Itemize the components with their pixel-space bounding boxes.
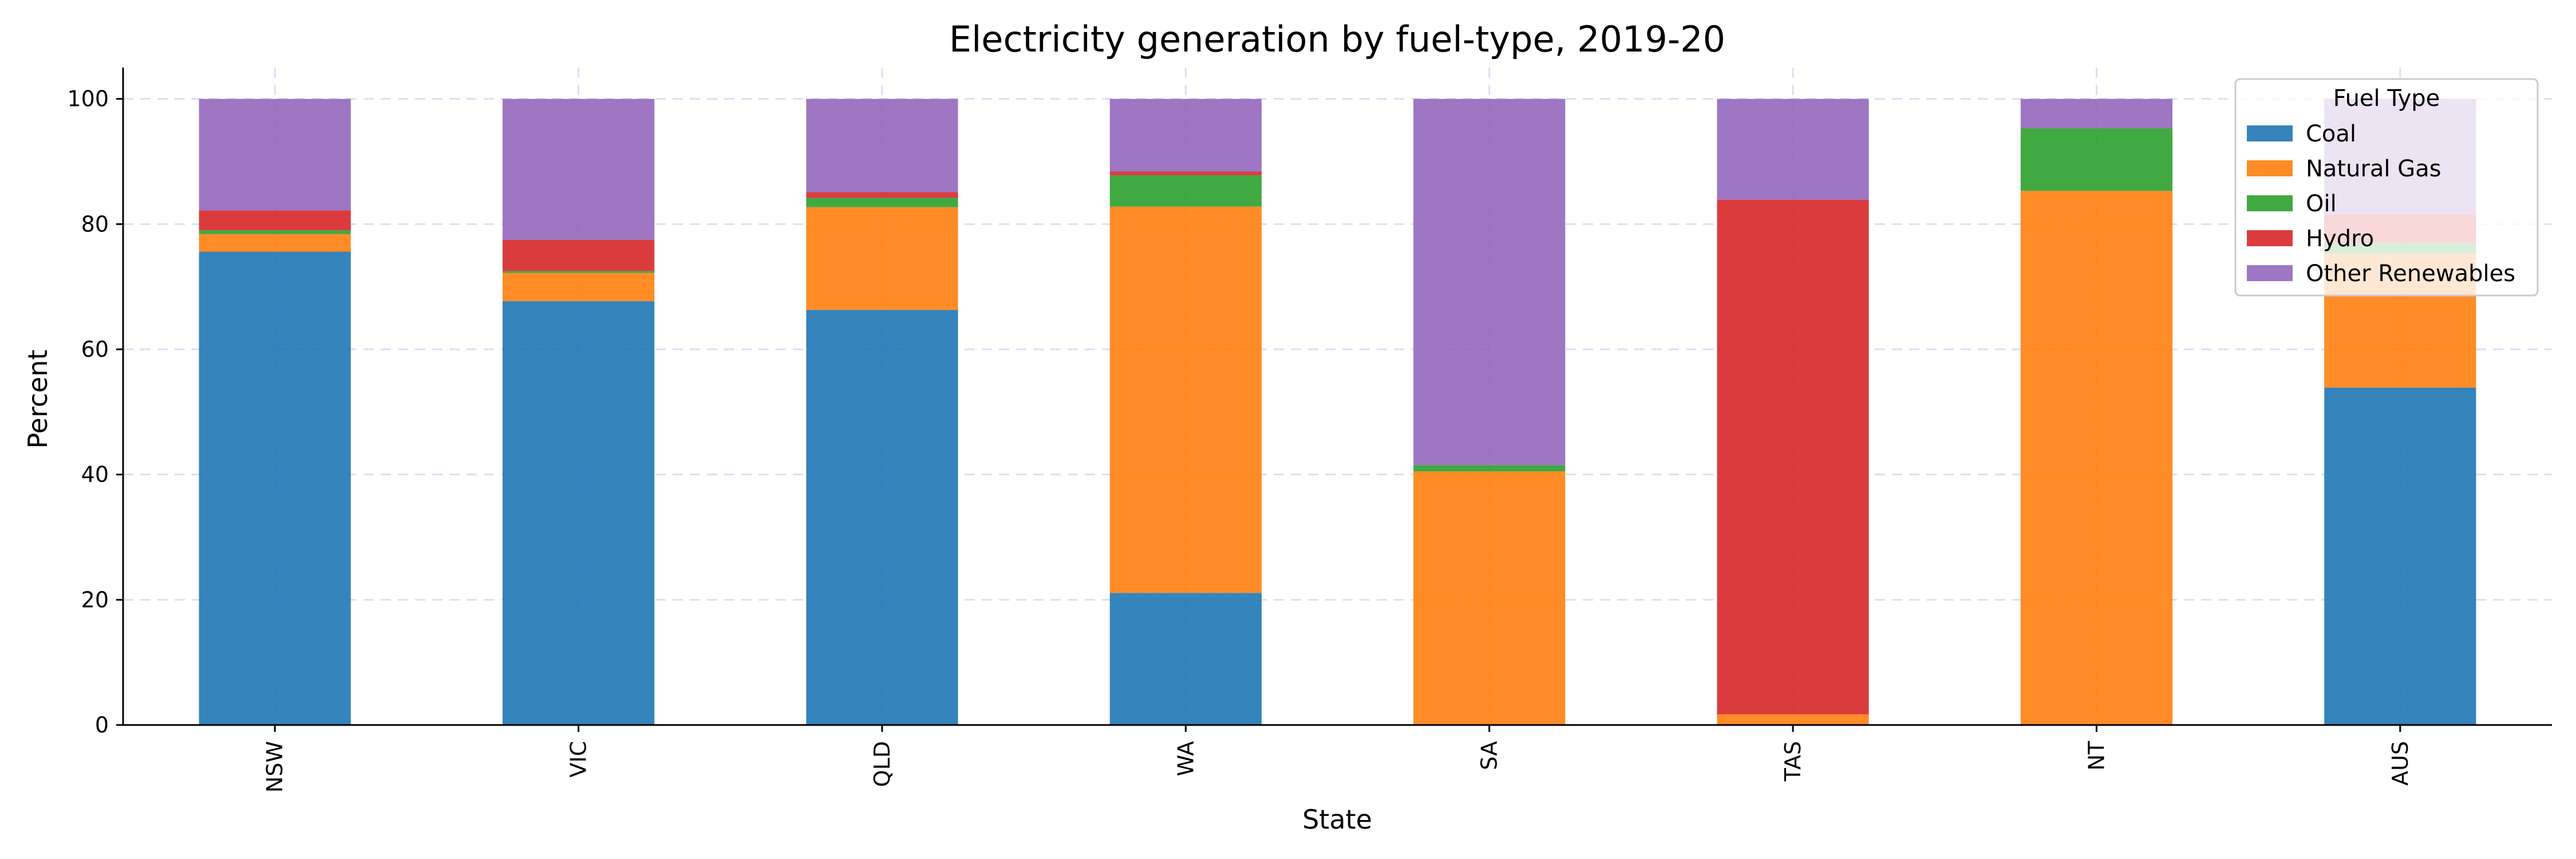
bar-segment-wa-natural-gas xyxy=(1109,206,1262,593)
legend-title: Fuel Type xyxy=(2333,85,2440,112)
bar-segment-nt-other-renewables xyxy=(2020,98,2173,129)
legend-swatch xyxy=(2247,230,2293,246)
bar-segment-nsw-natural-gas xyxy=(199,234,351,252)
x-tick-label: WA xyxy=(1173,741,1198,777)
x-tick-label: AUS xyxy=(2388,741,2413,786)
bar-segment-nsw-hydro xyxy=(199,210,351,231)
bar-segment-vic-oil xyxy=(502,271,655,273)
y-tick-label: 100 xyxy=(67,86,109,112)
bar-segment-wa-other-renewables xyxy=(1109,98,1262,172)
bar-segment-qld-oil xyxy=(806,198,958,207)
x-axis-label: State xyxy=(1302,804,1372,835)
legend-label: Hydro xyxy=(2306,226,2374,252)
bar-segment-nt-oil xyxy=(2020,128,2173,191)
x-tick-label: SA xyxy=(1477,741,1502,770)
x-tick-label: TAS xyxy=(1780,741,1805,782)
bar-segment-nt-natural-gas xyxy=(2020,191,2173,725)
y-tick-label: 0 xyxy=(95,712,109,738)
bar-segment-qld-coal xyxy=(806,310,958,725)
bar-segment-tas-other-renewables xyxy=(1717,98,1869,200)
x-tick-label: QLD xyxy=(870,741,895,787)
bar-segment-vic-coal xyxy=(502,301,655,725)
y-tick-label: 40 xyxy=(81,462,109,487)
x-tick-label: VIC xyxy=(566,741,591,778)
y-axis-label: Percent xyxy=(22,349,53,448)
legend-label: Coal xyxy=(2306,121,2356,147)
bar-segment-sa-oil xyxy=(1413,465,1566,472)
bar-segment-aus-coal xyxy=(2324,387,2476,725)
legend-label: Oil xyxy=(2306,191,2337,217)
bar-segment-nsw-oil xyxy=(199,230,351,234)
y-tick-label: 80 xyxy=(81,211,109,237)
legend-label: Other Renewables xyxy=(2306,261,2515,287)
legend-label: Natural Gas xyxy=(2306,156,2441,182)
bar-segment-vic-hydro xyxy=(502,239,655,271)
bar-segment-tas-hydro xyxy=(1717,199,1869,715)
y-tick-label: 20 xyxy=(81,587,109,612)
bar-segment-wa-hydro xyxy=(1109,171,1262,176)
legend-swatch xyxy=(2247,265,2293,281)
bar-segment-tas-natural-gas xyxy=(1717,714,1869,725)
bar-segment-qld-natural-gas xyxy=(806,207,958,310)
bar-segment-nsw-other-renewables xyxy=(199,98,351,211)
bar-segment-qld-hydro xyxy=(806,192,958,198)
bar-segment-wa-coal xyxy=(1109,593,1262,725)
bar-segment-vic-natural-gas xyxy=(502,273,655,301)
bar-segment-nsw-coal xyxy=(199,251,351,725)
bar-segment-wa-oil xyxy=(1109,175,1262,207)
legend-swatch xyxy=(2247,125,2293,141)
legend-swatch xyxy=(2247,195,2293,211)
bar-segment-qld-other-renewables xyxy=(806,98,958,192)
chart-title: Electricity generation by fuel-type, 201… xyxy=(949,18,1725,60)
y-tick-label: 60 xyxy=(81,337,109,362)
axes: 0 20 40 60 80 100 NSW VIC QLD WA SA TAS NT AUS xyxy=(67,68,2552,793)
legend: Fuel Type Coal Natural Gas Oil Hydro Other Re… xyxy=(2234,78,2539,297)
bar-segment-sa-natural-gas xyxy=(1413,471,1566,725)
bar-segment-sa-other-renewables xyxy=(1413,98,1566,466)
legend-box xyxy=(2234,78,2539,297)
bars xyxy=(199,98,2476,725)
x-tick-label: NSW xyxy=(262,741,287,793)
grid xyxy=(123,68,2552,726)
x-tick-label: NT xyxy=(2084,740,2109,770)
bar-segment-vic-other-renewables xyxy=(502,98,655,240)
legend-swatch xyxy=(2247,160,2293,176)
